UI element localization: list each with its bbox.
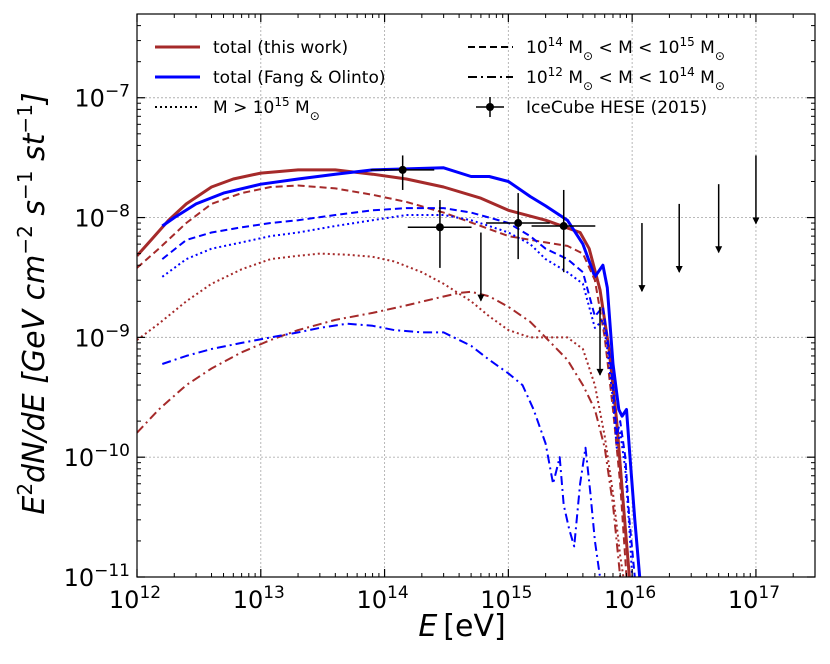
chart: 1012 1013 1014 1015 1016 101710−1110−1010−910…	[0, 0, 830, 664]
legend-label-total-fang-olinto: total (Fang & Olinto)	[213, 68, 385, 88]
x-axis-label: E [eV]	[418, 609, 505, 644]
y-axis-label: E2dN/dE [GeV cm−2 s−1 st−1]	[13, 92, 52, 514]
icecube-point-3	[560, 222, 568, 230]
icecube-point-1	[436, 223, 444, 231]
icecube-point-2	[514, 219, 522, 227]
legend-label-total-this-work: total (this work)	[213, 38, 348, 58]
legend-label-icecube: IceCube HESE (2015)	[526, 98, 707, 118]
legend-swatch-point	[486, 103, 494, 111]
icecube-point-0	[399, 166, 407, 174]
